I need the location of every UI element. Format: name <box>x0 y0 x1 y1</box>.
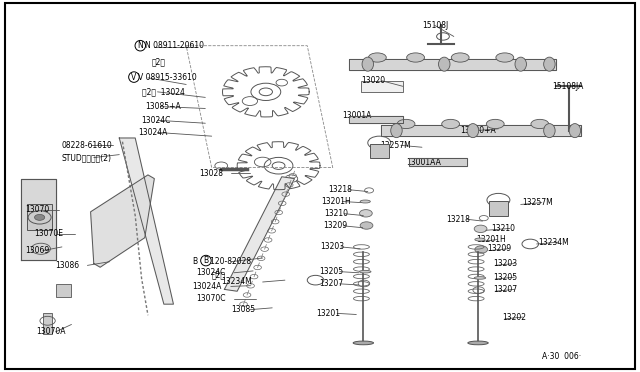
Bar <box>27 205 52 230</box>
Ellipse shape <box>360 200 371 203</box>
Text: 13085+A: 13085+A <box>145 102 180 111</box>
Text: 13203: 13203 <box>320 243 344 251</box>
Ellipse shape <box>442 119 460 129</box>
Text: 13086: 13086 <box>56 261 79 270</box>
Bar <box>362 81 403 92</box>
Ellipse shape <box>543 124 555 138</box>
Ellipse shape <box>451 53 469 62</box>
Text: 08228-61610: 08228-61610 <box>62 141 113 150</box>
Circle shape <box>35 214 45 220</box>
Polygon shape <box>381 125 581 136</box>
Text: 13201H: 13201H <box>321 197 351 206</box>
Polygon shape <box>20 179 56 260</box>
Text: 13085: 13085 <box>231 305 255 314</box>
Circle shape <box>475 246 488 253</box>
Text: 13205: 13205 <box>493 273 518 282</box>
Text: 13234M: 13234M <box>221 278 252 286</box>
Text: 13024A: 13024A <box>193 282 222 291</box>
Text: 13020+A: 13020+A <box>460 126 496 135</box>
Circle shape <box>474 225 487 232</box>
Text: 13209: 13209 <box>487 244 511 253</box>
Text: V 08915-33610: V 08915-33610 <box>138 73 197 81</box>
Text: 13070E: 13070E <box>35 230 63 238</box>
Text: 13203: 13203 <box>493 259 518 268</box>
Ellipse shape <box>353 341 374 345</box>
Text: 13201: 13201 <box>316 309 340 318</box>
Circle shape <box>272 162 285 169</box>
Text: V: V <box>131 73 136 81</box>
Text: 13210: 13210 <box>324 209 348 218</box>
Ellipse shape <box>438 57 450 71</box>
Text: （2）  13024: （2） 13024 <box>141 87 184 96</box>
Text: 13001A: 13001A <box>342 111 372 121</box>
Text: 13205: 13205 <box>319 267 344 276</box>
Ellipse shape <box>391 124 402 138</box>
Text: 13020: 13020 <box>362 76 385 85</box>
Text: N 08911-20610: N 08911-20610 <box>145 41 204 50</box>
Text: 13069: 13069 <box>26 246 50 255</box>
Polygon shape <box>91 175 154 267</box>
Text: STUDスタッド(2): STUDスタッド(2) <box>62 153 112 162</box>
Polygon shape <box>119 138 173 304</box>
Polygon shape <box>225 177 294 291</box>
Text: 15108JA: 15108JA <box>552 82 584 91</box>
Text: （2）: （2） <box>151 58 165 67</box>
Text: 13218: 13218 <box>446 215 470 224</box>
Ellipse shape <box>531 119 548 129</box>
Ellipse shape <box>362 57 374 71</box>
Text: B 08120-82028: B 08120-82028 <box>193 257 251 266</box>
Bar <box>370 144 389 158</box>
Text: 13070C: 13070C <box>196 294 225 303</box>
Text: 13024C: 13024C <box>196 268 225 277</box>
Ellipse shape <box>474 277 486 279</box>
Text: 13070A: 13070A <box>36 327 66 336</box>
Text: A·30  006·: A·30 006· <box>541 352 581 361</box>
Text: 13207: 13207 <box>493 285 518 294</box>
Ellipse shape <box>406 53 424 62</box>
Text: 13028: 13028 <box>199 169 223 177</box>
Circle shape <box>360 222 373 229</box>
Text: （2）: （2） <box>212 271 226 280</box>
Text: 13210: 13210 <box>491 224 515 233</box>
Text: 13201H: 13201H <box>476 235 506 244</box>
Ellipse shape <box>475 238 485 241</box>
Text: 13024C: 13024C <box>141 116 171 125</box>
Text: 13218: 13218 <box>328 185 352 194</box>
Ellipse shape <box>369 53 387 62</box>
Ellipse shape <box>360 270 371 273</box>
Polygon shape <box>349 116 403 123</box>
Ellipse shape <box>467 124 479 138</box>
Text: N: N <box>138 41 143 50</box>
Ellipse shape <box>515 57 527 71</box>
Text: 13202: 13202 <box>502 312 526 321</box>
Polygon shape <box>409 158 467 166</box>
Text: 13001AA: 13001AA <box>406 157 442 167</box>
Bar <box>56 284 72 297</box>
Text: 13070: 13070 <box>26 205 50 215</box>
Text: 15108J: 15108J <box>422 21 448 30</box>
Bar <box>489 201 508 215</box>
Text: 13024A: 13024A <box>138 128 168 137</box>
Ellipse shape <box>468 341 488 345</box>
Text: 13234M: 13234M <box>539 238 570 247</box>
Ellipse shape <box>496 53 514 62</box>
Circle shape <box>259 88 273 96</box>
Text: 13257M: 13257M <box>381 141 412 150</box>
Bar <box>43 313 52 334</box>
Circle shape <box>360 210 372 217</box>
Text: B: B <box>204 256 209 265</box>
Text: 13257M: 13257M <box>523 198 554 207</box>
Ellipse shape <box>397 119 415 129</box>
Ellipse shape <box>569 124 580 138</box>
Ellipse shape <box>543 57 555 71</box>
Polygon shape <box>349 59 556 70</box>
Ellipse shape <box>486 119 504 129</box>
Text: 13207: 13207 <box>319 279 344 288</box>
Text: 13209: 13209 <box>323 221 348 230</box>
